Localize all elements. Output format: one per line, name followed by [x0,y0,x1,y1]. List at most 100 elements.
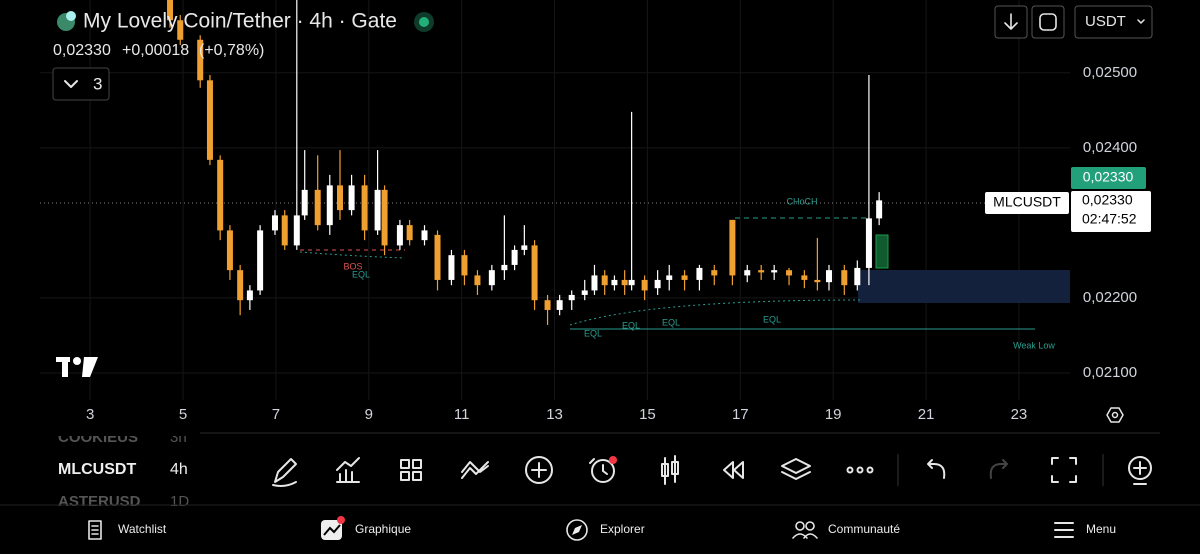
candle-body [521,245,528,250]
candle-body [361,185,368,231]
grid: 0,02100 0,02200 0,02400 0,02500 3 5 7 9 11 13 15 17… [40,0,1137,423]
fullscreen[interactable] [1051,457,1077,483]
candle-body [711,270,718,276]
candle-body [301,189,308,216]
candle-body [654,279,661,289]
candle-body [421,230,428,241]
candle-body [206,80,213,160]
candle-body [474,275,481,286]
layers-tool[interactable] [781,458,811,480]
add-tool[interactable] [525,456,553,484]
candle-body [758,270,765,273]
change: +0,00018 [122,42,189,59]
candle-body [531,245,538,301]
add-layer[interactable] [1128,456,1152,485]
candle-body [744,270,751,276]
candle-body [696,267,703,280]
annotation: CHoCH [786,196,817,206]
currency-select[interactable] [1074,5,1153,39]
watchlist-interval: 4h [170,461,188,478]
candle-body [581,290,588,295]
x-tick-label: 9 [365,406,373,423]
watchlist-symbol[interactable]: ASTERUSD [58,493,141,510]
nav-item[interactable]: Menu [1086,522,1116,536]
candle-body [568,294,575,301]
chart-type-tool[interactable] [661,455,679,485]
candle-body [786,270,793,276]
candle-body [167,0,174,21]
x-tick-label: 17 [732,406,749,423]
watchlist-symbol[interactable]: MLCUSDT [58,461,136,478]
draw-tool[interactable] [272,458,297,487]
candle-body [801,275,808,280]
candle-body [611,279,618,286]
candle-body [488,270,495,286]
candle-body [217,159,224,231]
replay-tool[interactable] [723,461,744,479]
candle-body [293,215,300,246]
x-tick-label: 7 [272,406,280,423]
layout-tool[interactable] [400,459,422,481]
candle-body [771,270,778,273]
annotation: EQL [662,317,680,327]
candle-body [271,215,278,231]
watchlist-interval: 1D [170,493,189,510]
x-tick-label: 5 [179,406,187,423]
candle-body [314,189,321,226]
replay-button[interactable] [1031,5,1065,39]
mask [0,506,200,512]
candle-body [448,255,455,280]
price-label: 0,02330 [1082,192,1133,208]
indicators-toggle[interactable] [52,67,110,101]
candle-body [544,300,551,310]
symbol-title: My Lovely Coin/Tether · 4h · Gate [83,10,397,33]
candle-body [197,39,204,81]
annotations: CHoCH BOS EQL EQL EQL EQL EQL Weak Low [343,196,1055,350]
nav-item[interactable]: Watchlist [118,522,167,536]
compare-tool[interactable] [461,461,489,479]
candle-body [641,279,648,291]
y-tick-label: 0,02100 [1083,364,1137,381]
candle-body [326,185,333,226]
candle-body [336,185,343,211]
bottom-nav: Watchlist Graphique Explorer Communauté … [88,516,1116,541]
settings-icon[interactable] [1106,407,1124,423]
more-tool[interactable] [846,466,874,474]
status-dot [419,17,429,27]
candle-body [556,300,563,310]
candle-body [237,270,244,301]
nav-item[interactable]: Communauté [828,522,900,536]
y-tick-label: 0,02200 [1083,289,1137,306]
candle-body [396,225,403,246]
annotation: EQL [763,314,781,324]
undo[interactable] [927,459,946,479]
nav-item[interactable]: Explorer [600,522,645,536]
candle-body [666,275,673,280]
chevron [64,80,78,88]
x-tick-label: 21 [918,406,935,423]
symbol-label: MLCUSDT [993,194,1061,210]
candle-body [601,275,608,286]
last-price-tag [1071,167,1146,189]
x-tick-label: 11 [454,406,470,423]
alert-tool[interactable] [589,456,617,483]
x-tick-label: 3 [86,406,94,423]
eql-curve [299,251,406,259]
candle-body [865,218,872,268]
candle-body [501,264,508,271]
change-pct: (+0,78%) [199,42,264,59]
tv-logo [56,357,98,377]
candle-body [434,234,441,280]
demand-zone [858,270,1070,303]
nav-item[interactable]: Graphique [355,522,411,536]
x-tick-label: 15 [639,406,656,423]
x-tick-label: 13 [546,406,563,423]
redo[interactable] [989,459,1008,479]
indicators-tool[interactable] [336,457,360,483]
candle-body [511,249,518,265]
candle-body [825,270,832,283]
annotation: EQL [352,269,370,279]
symbol-tag [985,192,1069,214]
